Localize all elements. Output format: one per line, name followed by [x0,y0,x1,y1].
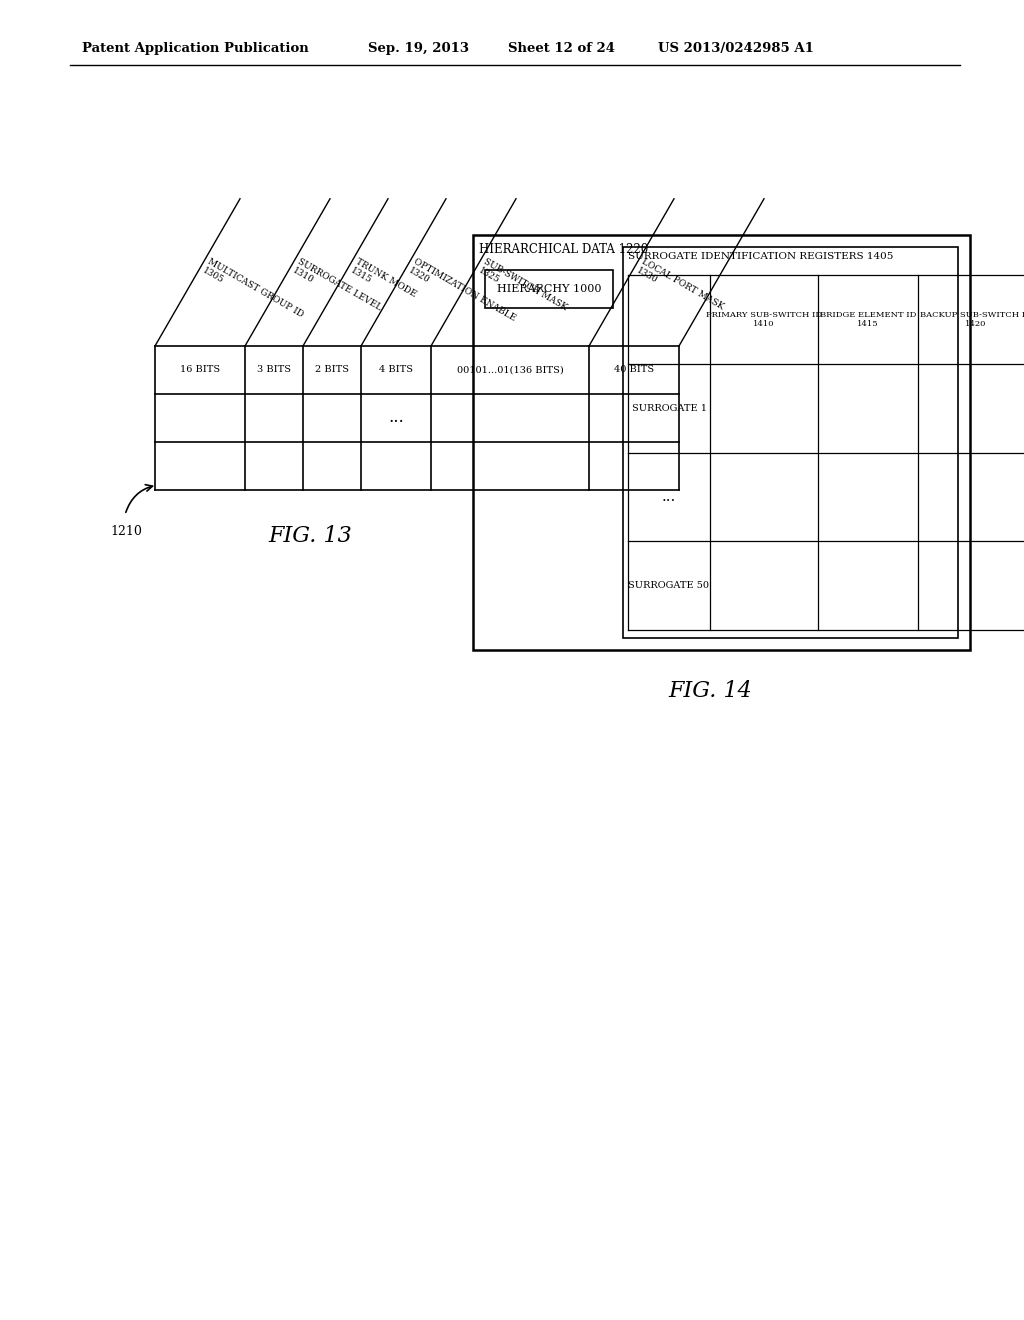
Text: BRIDGE ELEMENT ID
1415: BRIDGE ELEMENT ID 1415 [820,310,916,327]
Text: Sheet 12 of 24: Sheet 12 of 24 [508,42,615,55]
Text: PRIMARY SUB-SWITCH ID
1410: PRIMARY SUB-SWITCH ID 1410 [706,310,822,327]
Text: 1210: 1210 [110,525,142,539]
Text: 4 BITS: 4 BITS [379,366,413,375]
Text: SURROGATE 1: SURROGATE 1 [632,404,707,413]
Bar [473,235,970,649]
Text: US 2013/0242985 A1: US 2013/0242985 A1 [658,42,814,55]
Bar [623,247,958,638]
Text: ...: ... [662,490,676,504]
Text: FIG. 14: FIG. 14 [668,680,752,702]
Text: 16 BITS: 16 BITS [180,366,220,375]
Text: HIERARCHICAL DATA 1220: HIERARCHICAL DATA 1220 [479,243,648,256]
Text: HIERARCHY 1000: HIERARCHY 1000 [497,284,601,294]
Text: ...: ... [388,409,403,426]
Text: SURROGATE IDENTIFICATION REGISTERS 1405: SURROGATE IDENTIFICATION REGISTERS 1405 [628,252,893,261]
Text: SURROGATE 50: SURROGATE 50 [629,581,710,590]
Text: SUB-SWITCH MASK
1325: SUB-SWITCH MASK 1325 [477,256,568,321]
Text: LOCAL PORT MASK
1330: LOCAL PORT MASK 1330 [635,256,725,321]
Text: TRUNK MODE
1315: TRUNK MODE 1315 [349,256,418,308]
Bar [485,271,613,308]
Text: Sep. 19, 2013: Sep. 19, 2013 [368,42,469,55]
Text: SURROGATE LEVEL
1310: SURROGATE LEVEL 1310 [291,256,383,321]
Text: 2 BITS: 2 BITS [315,366,349,375]
Text: BACKUP SUB-SWITCH ID
1420: BACKUP SUB-SWITCH ID 1420 [920,310,1024,327]
Text: MULTICAST GROUP ID
1305: MULTICAST GROUP ID 1305 [201,256,305,327]
Text: 00101...01(136 BITS): 00101...01(136 BITS) [457,366,563,375]
Text: OPTIMIZATION ENABLE
1320: OPTIMIZATION ENABLE 1320 [407,256,517,331]
Text: Patent Application Publication: Patent Application Publication [82,42,309,55]
Text: FIG. 13: FIG. 13 [268,525,352,546]
Text: 40 BITS: 40 BITS [614,366,654,375]
Text: 3 BITS: 3 BITS [257,366,291,375]
